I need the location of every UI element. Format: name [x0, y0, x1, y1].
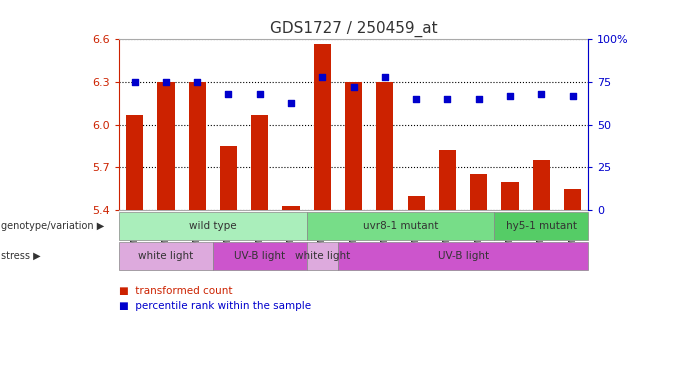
Text: UV-B light: UV-B light: [437, 251, 489, 261]
Point: [536, 91, 547, 97]
Text: white light: white light: [138, 251, 194, 261]
Text: uvr8-1 mutant: uvr8-1 mutant: [363, 221, 438, 231]
Point: [192, 79, 203, 85]
Bar: [376, 82, 394, 210]
Text: UV-B light: UV-B light: [234, 251, 286, 261]
Text: hy5-1 mutant: hy5-1 mutant: [506, 221, 577, 231]
Title: GDS1727 / 250459_at: GDS1727 / 250459_at: [270, 20, 437, 37]
Point: [129, 79, 140, 85]
Point: [223, 91, 234, 97]
Bar: [345, 82, 362, 210]
Bar: [313, 44, 331, 210]
Bar: [188, 82, 206, 210]
Point: [160, 79, 171, 85]
Bar: [126, 115, 143, 210]
Bar: [220, 146, 237, 210]
Text: stress ▶: stress ▶: [1, 251, 41, 261]
Point: [442, 96, 453, 102]
Point: [317, 74, 328, 80]
Bar: [407, 196, 425, 210]
Text: white light: white light: [294, 251, 350, 261]
Bar: [470, 174, 488, 210]
Point: [286, 99, 296, 105]
Bar: [564, 189, 581, 210]
Point: [473, 96, 484, 102]
Text: genotype/variation ▶: genotype/variation ▶: [1, 221, 105, 231]
Point: [505, 93, 515, 99]
Point: [379, 74, 390, 80]
Bar: [501, 182, 519, 210]
Point: [411, 96, 422, 102]
Text: ■  transformed count: ■ transformed count: [119, 286, 233, 296]
Bar: [439, 150, 456, 210]
Bar: [251, 115, 269, 210]
Bar: [157, 82, 175, 210]
Bar: [282, 206, 300, 210]
Bar: [532, 160, 550, 210]
Point: [254, 91, 265, 97]
Text: ■  percentile rank within the sample: ■ percentile rank within the sample: [119, 301, 311, 310]
Text: wild type: wild type: [189, 221, 237, 231]
Point: [567, 93, 578, 99]
Point: [348, 84, 359, 90]
